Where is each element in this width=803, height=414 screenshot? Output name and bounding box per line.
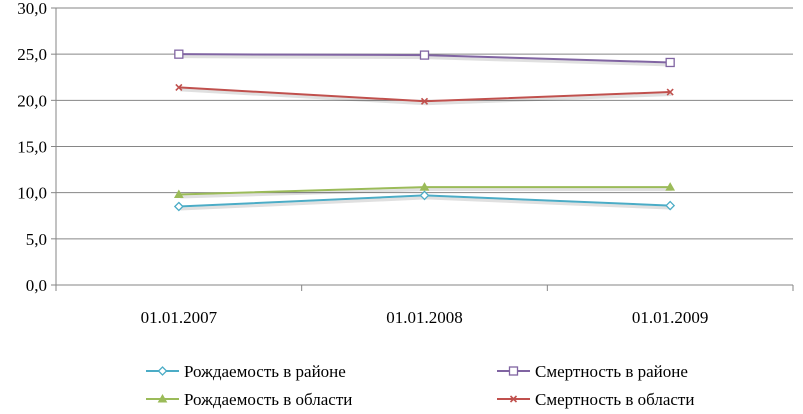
data-point-marker bbox=[173, 189, 184, 199]
legend: Рождаемость в районе Смертность в районе Р… bbox=[146, 362, 694, 409]
x-tick-label: 01.01.2009 bbox=[632, 308, 709, 327]
axes: 0,0 5,0 10,0 15,0 20,0 25,0 30,0 01.01.2007 01.0… bbox=[17, 0, 794, 327]
series bbox=[174, 49, 675, 68]
legend-label: Рождаемость в районе bbox=[184, 362, 346, 381]
data-point-marker bbox=[419, 50, 430, 60]
y-tick-label: 20,0 bbox=[17, 91, 47, 110]
series bbox=[173, 190, 676, 212]
y-tick-label: 0,0 bbox=[26, 276, 47, 295]
data-point-marker bbox=[419, 182, 430, 191]
series bbox=[175, 83, 674, 106]
data-point-marker bbox=[157, 366, 168, 376]
y-tick-label: 15,0 bbox=[17, 138, 47, 157]
y-tick-label: 10,0 bbox=[17, 184, 47, 203]
data-point-marker bbox=[508, 366, 519, 376]
series-lines bbox=[173, 49, 676, 212]
data-point-marker bbox=[665, 182, 676, 191]
data-point-marker bbox=[666, 88, 674, 96]
y-tick-label: 30,0 bbox=[17, 0, 47, 18]
series bbox=[173, 182, 676, 199]
legend-item: Рождаемость в районе bbox=[146, 362, 346, 381]
x-tick-label: 01.01.2007 bbox=[141, 308, 218, 327]
y-tick-label: 25,0 bbox=[17, 45, 47, 64]
data-point-marker bbox=[175, 83, 183, 91]
data-point-marker bbox=[419, 190, 430, 201]
data-point-marker bbox=[509, 395, 518, 403]
legend-item: Смертность в области bbox=[497, 390, 694, 409]
data-point-marker bbox=[665, 57, 675, 68]
legend-item: Смертность в районе bbox=[497, 362, 688, 381]
legend-label: Рождаемость в области bbox=[184, 390, 352, 409]
data-point-marker bbox=[173, 201, 184, 212]
data-point-marker bbox=[420, 97, 429, 105]
legend-label: Смертность в области bbox=[535, 390, 694, 409]
gridlines bbox=[56, 7, 793, 240]
legend-label: Смертность в районе bbox=[535, 362, 688, 381]
data-point-marker bbox=[174, 49, 184, 59]
x-tick-label: 01.01.2008 bbox=[386, 308, 463, 327]
data-point-marker bbox=[157, 393, 168, 403]
legend-item: Рождаемость в области bbox=[146, 390, 352, 409]
y-tick-label: 5,0 bbox=[26, 230, 47, 249]
data-point-marker bbox=[665, 200, 676, 211]
